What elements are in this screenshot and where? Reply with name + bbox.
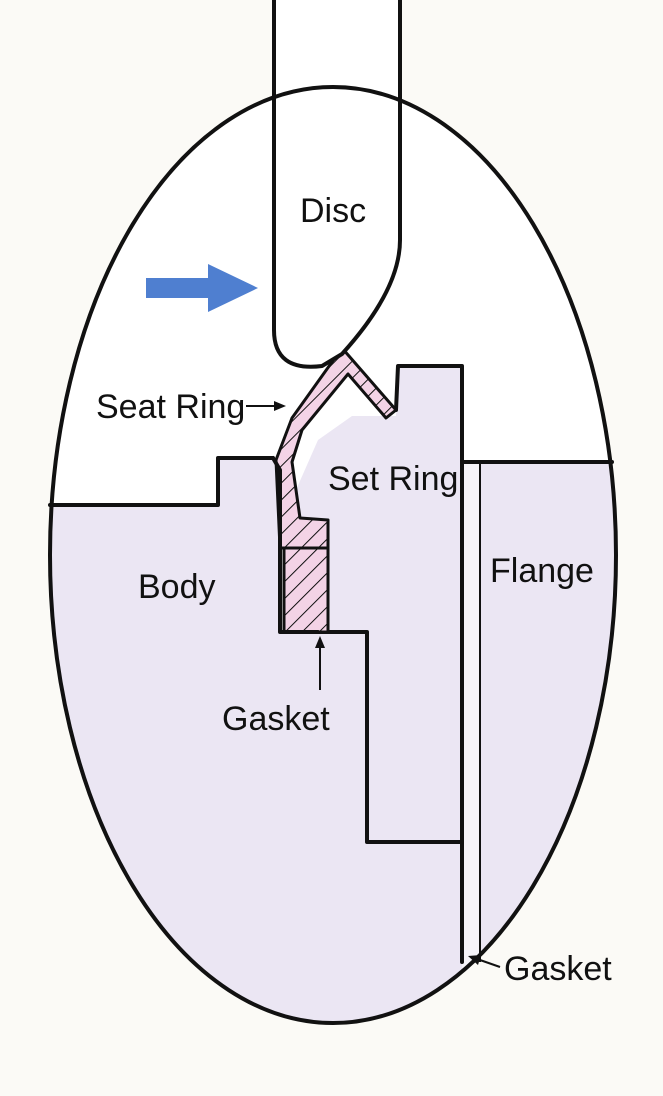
inner-gasket-shape: [282, 546, 330, 634]
outer-gasket-region: [462, 462, 480, 1023]
flow-arrow-icon: [146, 264, 258, 312]
outer-gasket-label: Gasket: [504, 950, 612, 988]
circle-outline: [48, 85, 618, 1025]
set-ring-step-outline: [316, 630, 464, 844]
set-ring-outline: [394, 364, 464, 964]
seat-ring-label: Seat Ring: [96, 388, 245, 426]
set-ring-label: Set Ring: [328, 460, 458, 498]
body-label: Body: [138, 568, 216, 606]
flange-label: Flange: [490, 552, 594, 590]
inner-gasket-label: Gasket: [222, 700, 330, 738]
outer-gasket-leader: [468, 955, 501, 968]
disc-label: Disc: [300, 192, 366, 230]
body-outline: [48, 456, 275, 507]
inner-gasket-leader: [315, 636, 325, 690]
set-ring-region: [296, 366, 462, 842]
body-inner-wall: [271, 456, 320, 634]
seat-ring-leader: [246, 401, 286, 411]
